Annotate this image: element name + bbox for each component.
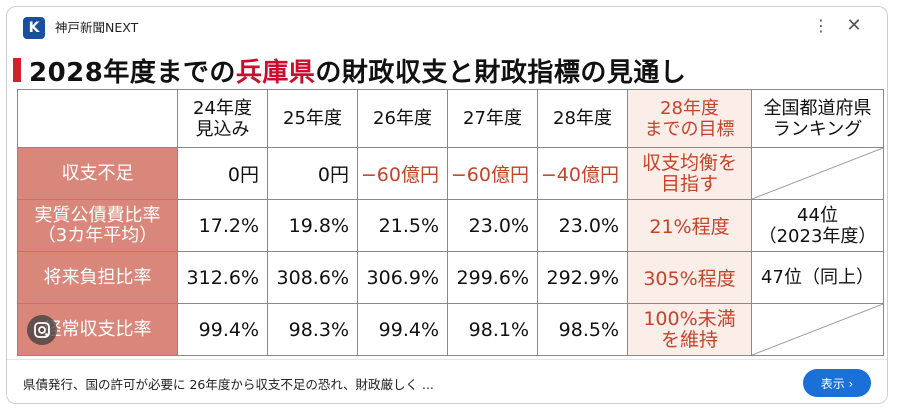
article-image[interactable]: 2028年度までの兵庫県の財政収支と財政指標の見通し 24年度 見込み 25年度… <box>7 47 887 359</box>
target-cell: 収支均衡を 目指す <box>627 147 752 200</box>
column-header: 28年度 <box>537 89 628 148</box>
article-card: K 神戸新聞NEXT ⋮ ✕ 2028年度までの兵庫県の財政収支と財政指標の見通… <box>6 6 888 404</box>
headline-accent: 兵庫県 <box>235 57 316 88</box>
source-name: 神戸新聞NEXT <box>55 20 139 35</box>
diagonal-line <box>752 304 883 355</box>
table-cell: −40億円 <box>537 147 628 200</box>
kobe-np-logo-icon: K <box>23 17 45 39</box>
kebab-menu-icon[interactable]: ⋮ <box>813 16 829 35</box>
table-cell: −60億円 <box>357 147 448 200</box>
image-headline: 2028年度までの兵庫県の財政収支と財政指標の見通し <box>13 51 686 89</box>
diagonal-line <box>752 148 883 199</box>
table-cell: 21.5% <box>357 199 448 252</box>
table-cell: 312.6% <box>177 251 268 304</box>
table-cell: −60億円 <box>447 147 538 200</box>
empty-rank-cell <box>751 303 884 356</box>
source-header: K 神戸新聞NEXT ⋮ ✕ <box>7 7 887 45</box>
column-header: 26年度 <box>357 89 448 148</box>
table-cell: 306.9% <box>357 251 448 304</box>
table-cell: 99.4% <box>357 303 448 356</box>
target-cell: 100%未満 を維持 <box>627 303 752 356</box>
row-label: 実質公債費比率 （3カ年平均） <box>17 199 178 252</box>
table-cell: 23.0% <box>537 199 628 252</box>
table-cell: 299.6% <box>447 251 538 304</box>
headline-pre: 2028年度までの <box>29 57 236 88</box>
google-lens-icon[interactable] <box>27 315 57 345</box>
table-cell: 98.1% <box>447 303 538 356</box>
empty-rank-cell <box>751 147 884 200</box>
rank-cell: 44位 （2023年度） <box>751 199 884 252</box>
table-cell: 19.8% <box>267 199 358 252</box>
table-cell: 292.9% <box>537 251 628 304</box>
show-button[interactable]: 表示 › <box>803 369 871 397</box>
lens-glyph <box>34 322 50 338</box>
table-row: 将来負担比率 312.6% 308.6% 306.9% 299.6% 292.9… <box>17 251 884 304</box>
table-corner <box>17 89 178 148</box>
headline-marker <box>13 58 21 82</box>
column-header: 27年度 <box>447 89 538 148</box>
table-cell: 99.4% <box>177 303 268 356</box>
row-label: 収支不足 <box>17 147 178 200</box>
table-cell: 308.6% <box>267 251 358 304</box>
row-label: 経常収支比率 <box>17 303 178 356</box>
table-cell: 98.5% <box>537 303 628 356</box>
rank-cell: 47位（同上） <box>751 251 884 304</box>
caption-bar: 県債発行、国の許可が必要に 26年度から収支不足の恐れ、財政厳しく ... 表示… <box>7 359 887 403</box>
table-row: 実質公債費比率 （3カ年平均） 17.2% 19.8% 21.5% 23.0% … <box>17 199 884 252</box>
finance-table: 24年度 見込み 25年度 26年度 27年度 28年度 28年度 までの目標 … <box>17 89 884 356</box>
table-cell: 98.3% <box>267 303 358 356</box>
column-header-ranking: 全国都道府県 ランキング <box>751 89 884 148</box>
row-label: 将来負担比率 <box>17 251 178 304</box>
column-header: 25年度 <box>267 89 358 148</box>
table-cell: 17.2% <box>177 199 268 252</box>
close-icon[interactable]: ✕ <box>846 15 862 36</box>
article-caption[interactable]: 県債発行、国の許可が必要に 26年度から収支不足の恐れ、財政厳しく ... <box>23 377 434 392</box>
table-row: 収支不足 0円 0円 −60億円 −60億円 −40億円 収支均衡を 目指す <box>17 147 884 200</box>
table-cell: 0円 <box>177 147 268 200</box>
target-cell: 305%程度 <box>627 251 752 304</box>
headline-post: の財政収支と財政指標の見通し <box>315 57 687 88</box>
column-header: 24年度 見込み <box>177 89 268 148</box>
table-header-row: 24年度 見込み 25年度 26年度 27年度 28年度 28年度 までの目標 … <box>17 89 884 148</box>
table-cell: 0円 <box>267 147 358 200</box>
target-cell: 21%程度 <box>627 199 752 252</box>
table-cell: 23.0% <box>447 199 538 252</box>
column-header-target: 28年度 までの目標 <box>627 89 752 148</box>
table-row: 経常収支比率 99.4% 98.3% 99.4% 98.1% 98.5% 100… <box>17 303 884 356</box>
